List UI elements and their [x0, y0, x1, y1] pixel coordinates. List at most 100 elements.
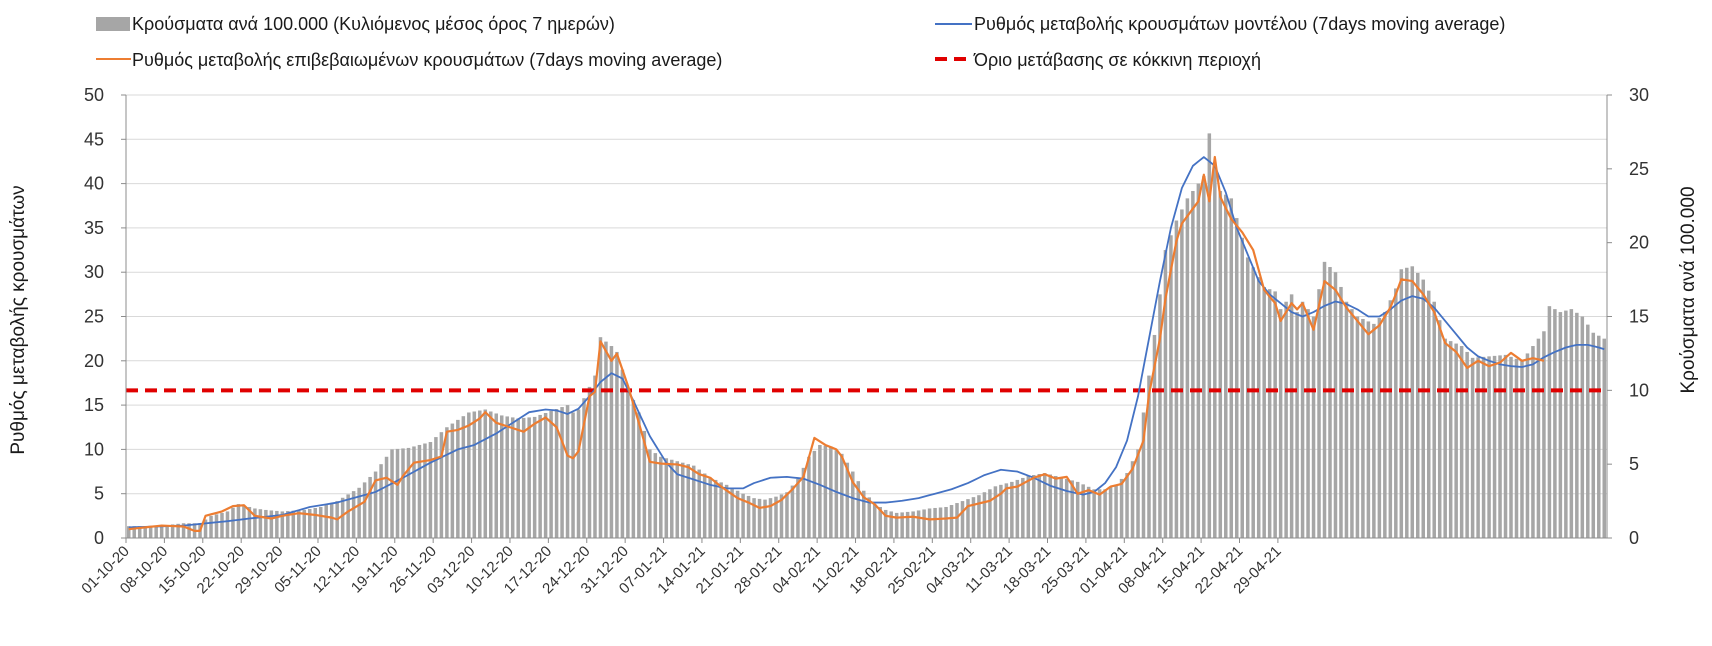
bar [1454, 343, 1458, 538]
bar [1158, 294, 1162, 538]
bar [1256, 277, 1261, 538]
bar [785, 492, 789, 538]
bar [790, 485, 795, 538]
bar [702, 473, 707, 538]
bar [752, 498, 756, 538]
bar [159, 525, 164, 538]
bar [439, 432, 444, 538]
bar [1421, 279, 1425, 538]
bar [680, 462, 685, 538]
bar [209, 515, 213, 538]
bar [1531, 346, 1535, 538]
bar [1278, 309, 1283, 538]
line-series [128, 155, 1605, 533]
bar [313, 507, 317, 538]
bar [1383, 312, 1387, 538]
bar [1185, 198, 1190, 538]
bar [1163, 250, 1168, 539]
bar [1405, 267, 1409, 538]
bar [697, 469, 701, 538]
legend-item-model: Ρυθμός μεταβολής κρουσμάτων μοντέλου (7d… [935, 14, 1505, 34]
legend: Κρούσματα ανά 100.000 (Κυλιόμενος μέσος … [96, 14, 1505, 70]
bar [730, 487, 734, 538]
bar [867, 497, 871, 538]
bar [1218, 190, 1223, 539]
bar [1086, 486, 1091, 538]
bar [1037, 474, 1042, 538]
bar [472, 411, 477, 538]
bar [746, 495, 751, 538]
bar [576, 409, 581, 538]
bar [691, 465, 696, 538]
bar [944, 506, 948, 538]
bar [1004, 483, 1009, 538]
y-left-tick-label: 40 [84, 174, 104, 194]
bar [1339, 286, 1343, 538]
bar [236, 504, 241, 538]
bar [1289, 294, 1294, 538]
bar [582, 398, 586, 538]
bar [1251, 267, 1255, 538]
bar [659, 456, 663, 538]
bar [1514, 358, 1519, 538]
legend-label-model: Ρυθμός μεταβολής κρουσμάτων μοντέλου (7d… [974, 14, 1505, 34]
bar [1394, 288, 1398, 538]
bar [1295, 312, 1299, 538]
bar [933, 507, 937, 538]
bar [1476, 357, 1480, 538]
bar [955, 503, 959, 538]
bar [856, 481, 861, 538]
bar [247, 506, 252, 538]
bar [538, 414, 542, 538]
bar [1366, 321, 1371, 538]
bar [1245, 257, 1250, 538]
bar [1097, 489, 1102, 538]
bar [845, 462, 850, 538]
bar [1361, 318, 1365, 538]
bar [615, 351, 619, 538]
bar [757, 498, 762, 538]
bar [291, 510, 296, 538]
bar [401, 448, 405, 538]
bar [889, 511, 893, 538]
bar [181, 523, 186, 538]
bar [1525, 353, 1530, 538]
bar [450, 423, 455, 538]
bar [1575, 312, 1579, 538]
bar [779, 494, 784, 538]
bar [1136, 449, 1140, 538]
bar [1273, 291, 1277, 538]
bar [593, 375, 597, 538]
bar [1196, 183, 1201, 538]
bar [637, 412, 641, 538]
bar [1311, 316, 1316, 538]
bar [1043, 473, 1047, 538]
bar [143, 526, 147, 538]
bar [1075, 481, 1080, 538]
bar [900, 512, 904, 538]
bar [373, 471, 378, 538]
bar [126, 526, 131, 538]
bar [834, 450, 839, 538]
bar [1569, 309, 1574, 538]
y-left-tick-label: 50 [84, 85, 104, 105]
bar [840, 453, 844, 538]
bar [1262, 286, 1266, 538]
bar [275, 510, 279, 538]
bar [971, 497, 976, 538]
bar [1207, 133, 1212, 538]
bar [516, 418, 520, 538]
y-axis-title-right: Κρούσματα ανά 100.000 [1678, 186, 1699, 393]
bar [362, 482, 367, 538]
bar [554, 409, 559, 538]
bar [1130, 461, 1135, 538]
bar [527, 417, 531, 538]
bar [1520, 360, 1524, 538]
bar [1180, 209, 1184, 538]
bar [1542, 331, 1546, 538]
bar [1026, 475, 1031, 538]
bar [1328, 267, 1332, 538]
bar [258, 509, 263, 538]
bar [1141, 412, 1146, 538]
